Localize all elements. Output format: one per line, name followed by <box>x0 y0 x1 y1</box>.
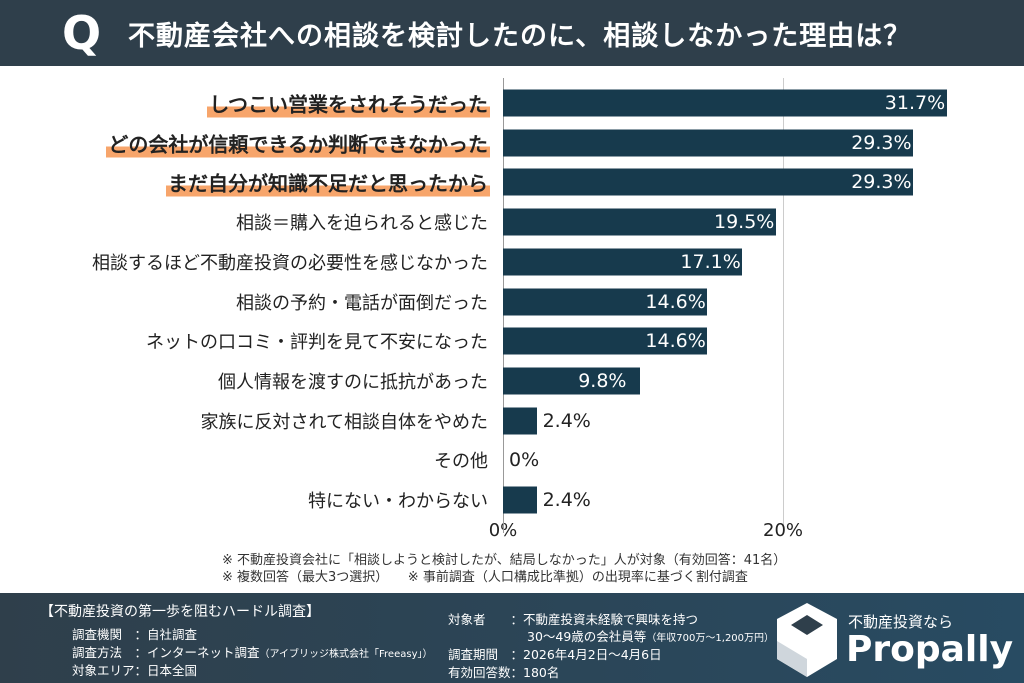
category-label: 個人情報を渡すのに抵抗があった <box>218 371 488 393</box>
note-2: ※ 複数回答（最大3つ選択） ※ 事前調査（人口構成比準拠）の出現率に基づく割付… <box>222 570 748 585</box>
category-label: まだ自分が知識不足だと思ったから <box>166 167 490 197</box>
survey-target: 対象者 ：不動産投資未経験で興味を持つ <box>448 612 699 627</box>
value-label: 14.6% <box>645 330 706 353</box>
category-label: 家族に反対されて相談自体をやめた <box>200 411 488 433</box>
survey-method: 調査方法 ：インターネット調査 <box>72 645 260 660</box>
title-bar: Q 不動産会社への相談を検討したのに、相談しなかった理由は？ <box>0 0 1024 66</box>
category-label: 相談＝購入を迫られると感じた <box>236 213 488 235</box>
value-label: 2.4% <box>542 489 591 511</box>
survey-area: 対象エリア：日本全国 <box>72 663 198 678</box>
value-label: 19.5% <box>714 211 775 234</box>
survey-period: 調査期間 ：2026年4月2日～4月6日 <box>448 647 662 662</box>
bar <box>503 129 914 157</box>
value-label: 29.3% <box>851 131 912 154</box>
bar <box>503 248 743 276</box>
value-label: 0% <box>509 449 540 472</box>
bar <box>503 168 914 196</box>
gridline <box>783 78 784 533</box>
category-label: どの会社が信頼できるか判断できなかった <box>106 128 490 158</box>
category-label: しつこい営業をされそうだった <box>207 88 490 118</box>
survey-target-2: 30～49歳の会社員等 <box>527 629 647 644</box>
x-tick-label: 20% <box>762 520 804 541</box>
category-label: ネットの口コミ・評判を見て不安になった <box>146 332 488 354</box>
survey-title: 【不動産投資の第一歩を阻むハードル調査】 <box>40 604 320 620</box>
bar <box>503 288 708 315</box>
value-label: 29.3% <box>851 171 912 194</box>
survey-target-note: （年収700万～1,200万円） <box>646 633 775 644</box>
brand-tagline: 不動産投資なら <box>848 613 954 631</box>
bar <box>503 367 641 395</box>
value-label: 9.8% <box>578 369 627 392</box>
survey-responses: 有効回答数：180名 <box>448 665 560 680</box>
value-label: 2.4% <box>542 409 591 432</box>
chart-title: 不動産会社への相談を検討したのに、相談しなかった理由は？ <box>128 20 912 52</box>
category-label: 相談の予約・電話が面倒だった <box>236 292 488 314</box>
bar <box>503 327 708 355</box>
bar <box>503 486 537 514</box>
category-label: その他 <box>434 451 488 473</box>
bar <box>503 407 537 435</box>
propally-logo-icon <box>777 603 837 677</box>
survey-method-note: （アイブリッジ株式会社「Freeasy」） <box>259 649 433 660</box>
notes: ※ 不動産投資会社に「相談しようと検討したが、結局しなかった」人が対象（有効回答… <box>222 552 786 586</box>
category-label: 特にない・わからない <box>308 491 488 512</box>
bar-chart: 0% 20% しつこい営業をされそうだった 31.7% どの会社が信頼できるか判断できな… <box>0 66 1024 546</box>
q-mark: Q <box>62 6 102 60</box>
note-1: ※ 不動産投資会社に「相談しようと検討したが、結局しなかった」人が対象（有効回答… <box>222 553 787 568</box>
value-label: 31.7% <box>884 92 946 114</box>
survey-org: 調査機関 ：自社調査 <box>72 627 198 642</box>
category-label: 相談するほど不動産投資の必要性を感じなかった <box>92 252 488 274</box>
footer: 【不動産投資の第一歩を阻むハードル調査】 調査機関 ：自社調査 調査方法 ：イン… <box>0 593 1024 683</box>
value-label: 17.1% <box>680 250 741 273</box>
bar <box>503 89 947 117</box>
value-label: 14.6% <box>645 290 706 313</box>
brand-name: Propally <box>846 629 1014 670</box>
bar <box>503 208 776 236</box>
